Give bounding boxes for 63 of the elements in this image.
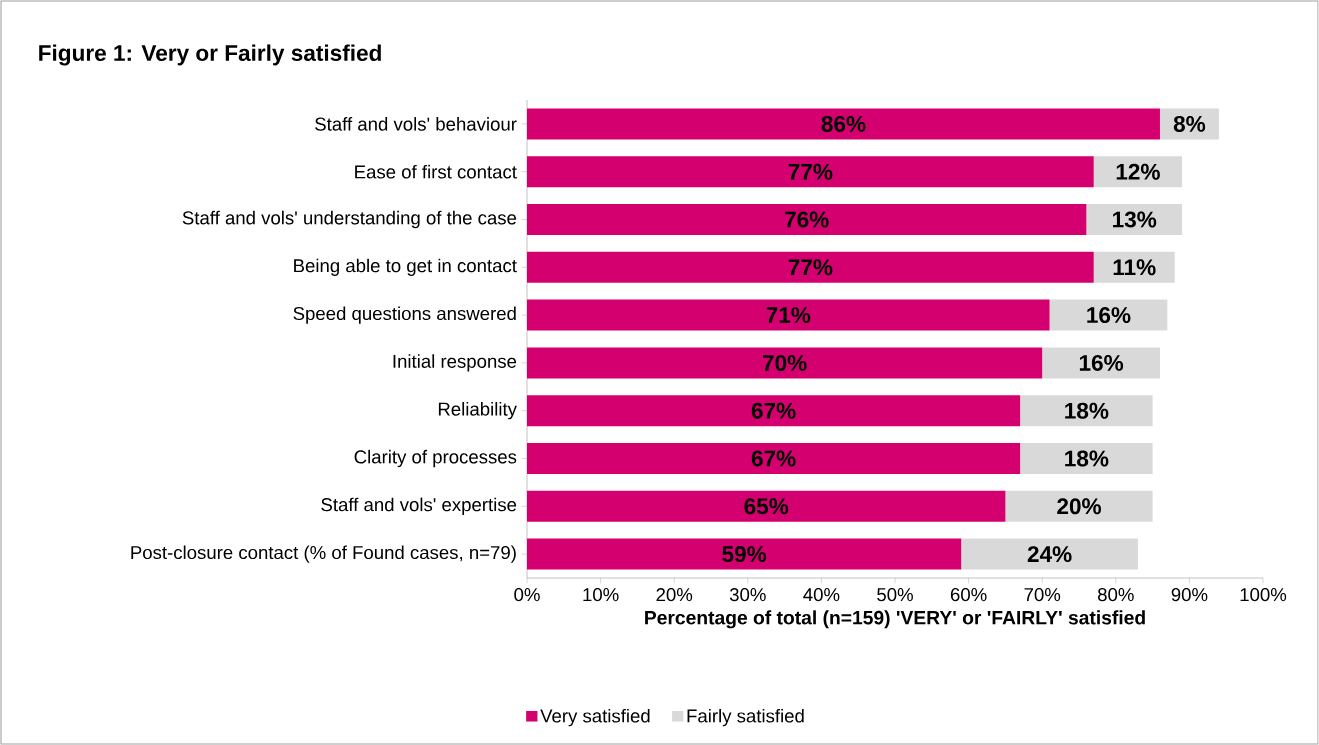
x-tick-label: 10% bbox=[583, 588, 619, 602]
bar bbox=[1086, 204, 1183, 236]
data-label: 59% bbox=[722, 546, 767, 563]
y-tick-label: Reliability bbox=[438, 402, 517, 420]
x-tick-label: 40% bbox=[803, 588, 840, 602]
bar bbox=[527, 204, 1087, 236]
x-tick-label: 90% bbox=[1171, 588, 1208, 602]
data-label: 16% bbox=[1087, 307, 1131, 324]
data-label: 12% bbox=[1116, 163, 1160, 180]
bar bbox=[527, 251, 1094, 283]
data-label: 11% bbox=[1113, 259, 1156, 276]
x-axis-title: Percentage of total (n=159) 'VERY' or 'FAIRLY' satisfied bbox=[645, 610, 1145, 629]
text: Figure 1: Very or Fairly satisfied bbox=[39, 44, 381, 66]
data-label: 18% bbox=[1065, 402, 1109, 419]
y-tick-label: Clarity of processes bbox=[354, 449, 517, 468]
x-tick-label: 70% bbox=[1024, 588, 1061, 602]
x-tick-label: 20% bbox=[656, 588, 693, 602]
data-label: 67% bbox=[751, 450, 796, 467]
bar bbox=[1020, 395, 1153, 427]
data-label: 24% bbox=[1027, 546, 1072, 563]
bar bbox=[527, 299, 1050, 331]
data-label: 77% bbox=[788, 163, 833, 180]
bar bbox=[1093, 251, 1175, 283]
bar bbox=[527, 443, 1021, 475]
bar bbox=[527, 108, 1160, 140]
y-tick-label: Staff and vols' expertise bbox=[321, 497, 517, 515]
y-tick-label: Being able to get in contact bbox=[294, 258, 517, 276]
data-label: 20% bbox=[1057, 498, 1102, 515]
bar bbox=[527, 538, 962, 570]
bar bbox=[961, 538, 1138, 570]
data-label: 13% bbox=[1113, 211, 1157, 228]
bar bbox=[527, 156, 1094, 188]
y-tick-label: Staff and vols' understanding of the case bbox=[182, 210, 517, 229]
data-label: 16% bbox=[1079, 354, 1124, 371]
y-tick-label: Post-closure contact (% of Found cases, n=79) bbox=[131, 545, 516, 563]
x-tick-label: 100% bbox=[1240, 588, 1287, 602]
bar bbox=[1020, 443, 1153, 475]
data-label: 71% bbox=[766, 307, 811, 324]
x-tick-label: 0% bbox=[514, 588, 540, 602]
y-tick-label: Staff and vols' behaviour bbox=[315, 117, 517, 131]
bar bbox=[1005, 490, 1153, 522]
legend-label: Very satisfied bbox=[540, 708, 650, 727]
x-tick-label: 30% bbox=[729, 588, 766, 602]
data-label: 18% bbox=[1065, 450, 1109, 467]
bar bbox=[527, 347, 1043, 379]
bar bbox=[527, 395, 1021, 427]
data-label: 70% bbox=[762, 354, 807, 371]
data-label: 76% bbox=[785, 211, 829, 228]
y-tick-label: Initial response bbox=[393, 354, 517, 372]
x-tick-label: 80% bbox=[1098, 588, 1134, 602]
bar bbox=[1049, 299, 1168, 331]
data-label: 65% bbox=[744, 498, 789, 515]
data-label: 8% bbox=[1173, 115, 1206, 132]
x-tick-label: 60% bbox=[950, 588, 987, 602]
y-tick-label: Speed questions answered bbox=[293, 306, 516, 324]
bar bbox=[527, 490, 1006, 522]
y-tick-label: Ease of first contact bbox=[355, 164, 517, 179]
data-label: 86% bbox=[821, 115, 866, 132]
data-label: 77% bbox=[788, 259, 833, 276]
legend-label: Fairly satisfied bbox=[687, 708, 804, 727]
x-tick-label: 50% bbox=[877, 588, 913, 602]
bar bbox=[1042, 347, 1160, 379]
data-label: 67% bbox=[751, 402, 796, 419]
